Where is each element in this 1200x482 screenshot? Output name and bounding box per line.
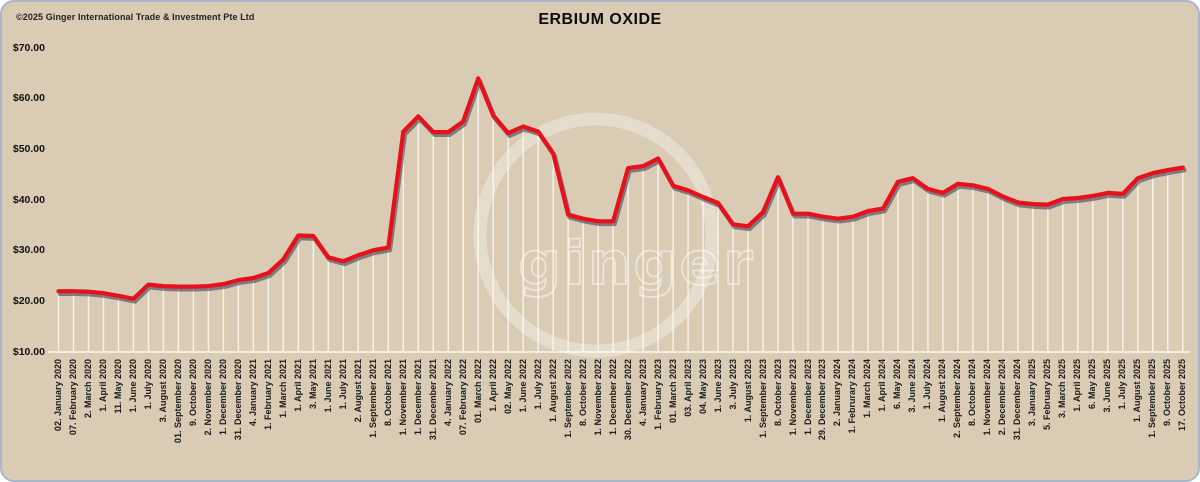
x-axis-tick-label: 1. September 2022 bbox=[562, 359, 573, 439]
x-axis-tick-label: 02. May 2022 bbox=[502, 359, 513, 415]
x-axis-tick-label: 1. July 2024 bbox=[922, 359, 933, 410]
x-axis-tick-label: 8. October 2021 bbox=[382, 359, 393, 427]
x-axis-tick-label: 4. January 2022 bbox=[442, 359, 453, 427]
x-axis-tick-label: 1. June 2021 bbox=[322, 359, 333, 413]
x-axis-tick-label: 01. September 2020 bbox=[172, 359, 183, 444]
ginger-watermark-text: ginger bbox=[518, 229, 755, 299]
x-axis-tick-label: 2. November 2020 bbox=[202, 359, 213, 436]
x-axis-tick-label: 3. June 2025 bbox=[1102, 359, 1113, 413]
x-axis-tick-label: 1. September 2021 bbox=[367, 359, 378, 439]
x-axis-tick-label: 5. February 2025 bbox=[1042, 359, 1053, 431]
x-axis-tick-label: 01. March 2022 bbox=[472, 359, 483, 424]
x-axis-tick-label: 8. October 2024 bbox=[967, 359, 978, 427]
x-axis-tick-label: 31. December 2021 bbox=[427, 359, 438, 441]
x-axis-tick-label: 9. October 2025 bbox=[1162, 359, 1173, 427]
x-axis-tick-label: 1. December 2022 bbox=[607, 359, 618, 436]
x-axis-tick-label: 1. November 2024 bbox=[982, 359, 993, 436]
x-axis-tick-label: 01. March 2023 bbox=[667, 359, 678, 424]
copyright-text: ©2025 Ginger International Trade & Inves… bbox=[16, 12, 255, 22]
x-axis-tick-label: 1. December 2020 bbox=[217, 359, 228, 436]
x-axis-tick-label: 9. October 2020 bbox=[187, 359, 198, 427]
y-axis-tick-label: $20.00 bbox=[12, 294, 45, 307]
x-axis-tick-label: 1. August 2022 bbox=[547, 359, 558, 423]
x-axis-tick-label: 4. January 2021 bbox=[247, 359, 258, 427]
x-axis-tick-label: 04. May 2023 bbox=[697, 359, 708, 415]
chart-title: ERBIUM OXIDE bbox=[538, 11, 662, 28]
x-axis-tick-label: 1. July 2021 bbox=[337, 359, 348, 410]
x-axis-tick-label: 1. April 2024 bbox=[877, 359, 888, 412]
x-axis-tick-label: 1. March 2024 bbox=[862, 359, 873, 419]
x-axis-tick-label: 1. February 2023 bbox=[652, 359, 663, 431]
price-line bbox=[56, 76, 1185, 301]
x-axis-tick-label: 1. February 2021 bbox=[262, 359, 273, 431]
x-axis-tick-label: 1. April 2025 bbox=[1072, 359, 1083, 412]
x-axis-tick-label: 3. January 2025 bbox=[1027, 359, 1038, 427]
y-axis-tick-label: $70.00 bbox=[12, 41, 45, 54]
x-axis-tick-label: 6. May 2025 bbox=[1087, 359, 1098, 410]
x-axis-tick-label: 1. June 2020 bbox=[127, 359, 138, 413]
x-axis-tick-label: 1. April 2021 bbox=[292, 359, 303, 412]
x-axis-tick-label: 03. April 2023 bbox=[682, 359, 693, 417]
x-axis-tick-label: 3. July 2023 bbox=[727, 359, 738, 410]
x-axis-tick-label: 2. March 2020 bbox=[82, 359, 93, 419]
x-axis-tick-label: 07. February 2020 bbox=[67, 359, 78, 436]
x-axis-tick-label: 17. October 2025 bbox=[1177, 359, 1188, 432]
x-axis-tick-label: 1. July 2025 bbox=[1117, 359, 1128, 410]
y-axis-tick-label: $50.00 bbox=[12, 142, 45, 155]
y-axis-tick-label: $60.00 bbox=[12, 92, 45, 105]
x-axis-tick-label: 1. Februrary 2024 bbox=[847, 359, 858, 434]
x-axis-tick-label: 29. December 2023 bbox=[817, 359, 828, 441]
x-axis-tick-label: 2. September 2024 bbox=[952, 359, 963, 439]
ginger-watermark-ring bbox=[473, 112, 719, 358]
y-axis-tick-label: $30.00 bbox=[12, 244, 45, 257]
x-axis-tick-label: 1. June 2023 bbox=[712, 359, 723, 413]
x-axis-tick-label: 31. December 2020 bbox=[232, 359, 243, 441]
x-axis-tick-label: 4. January 2023 bbox=[637, 359, 648, 427]
x-axis-tick-label: 2. August 2021 bbox=[352, 359, 363, 423]
x-axis-tick-label: 1. July 2020 bbox=[142, 359, 153, 410]
x-axis-tick-label: 1. November 2022 bbox=[592, 359, 603, 436]
x-axis-tick-label: 1. September 2023 bbox=[757, 359, 768, 439]
x-axis-tick-label: 1. April 2020 bbox=[97, 359, 108, 412]
x-axis-tick-label: 1. July 2022 bbox=[532, 359, 543, 410]
x-axis-tick-label: 1. June 2022 bbox=[517, 359, 528, 413]
x-axis-tick-label: 1. September 2025 bbox=[1147, 359, 1158, 439]
x-axis-tick-label: 11. May 2020 bbox=[112, 359, 123, 414]
x-axis-tick-label: 30. December 2022 bbox=[622, 359, 633, 441]
x-axis-tick-label: 6. May 2024 bbox=[892, 359, 903, 410]
x-axis-tick-label: 8. October 2022 bbox=[577, 359, 588, 427]
x-axis-tick-label: 8. October 2023 bbox=[772, 359, 783, 427]
x-axis-tick-label: 3. August 2020 bbox=[157, 359, 168, 423]
x-axis-tick-label: 1. August 2024 bbox=[937, 359, 948, 423]
x-axis-tick-label: 1. November 2023 bbox=[787, 359, 798, 436]
x-axis-tick-label: 3. May 2021 bbox=[307, 359, 318, 410]
y-axis-tick-label: $40.00 bbox=[12, 193, 45, 206]
x-axis-tick-label: 1. August 2023 bbox=[742, 359, 753, 423]
x-axis-tick-label: 2. December 2024 bbox=[997, 359, 1008, 436]
x-axis-tick-label: 3. June 2024 bbox=[907, 359, 918, 413]
x-axis-tick-label: 07. February 2022 bbox=[457, 359, 468, 436]
x-axis-tick-label: 1. March 2021 bbox=[277, 359, 288, 419]
x-axis-tick-label: 1. December 2023 bbox=[802, 359, 813, 436]
x-axis-tick-label: 31. December 2024 bbox=[1012, 359, 1023, 441]
x-axis-tick-label: 1. December 2021 bbox=[412, 359, 423, 436]
x-axis-tick-label: 2. January 2024 bbox=[832, 359, 843, 427]
y-axis-tick-label: $10.00 bbox=[12, 345, 45, 358]
x-axis-tick-label: 02. January 2020 bbox=[53, 359, 63, 432]
x-axis-tick-label: 1. November 2021 bbox=[397, 359, 408, 436]
x-axis-tick-label: 1. August 2025 bbox=[1132, 359, 1143, 423]
x-axis-tick-label: 1. April 2022 bbox=[487, 359, 498, 412]
x-axis-tick-label: 3. March 2025 bbox=[1057, 359, 1068, 419]
